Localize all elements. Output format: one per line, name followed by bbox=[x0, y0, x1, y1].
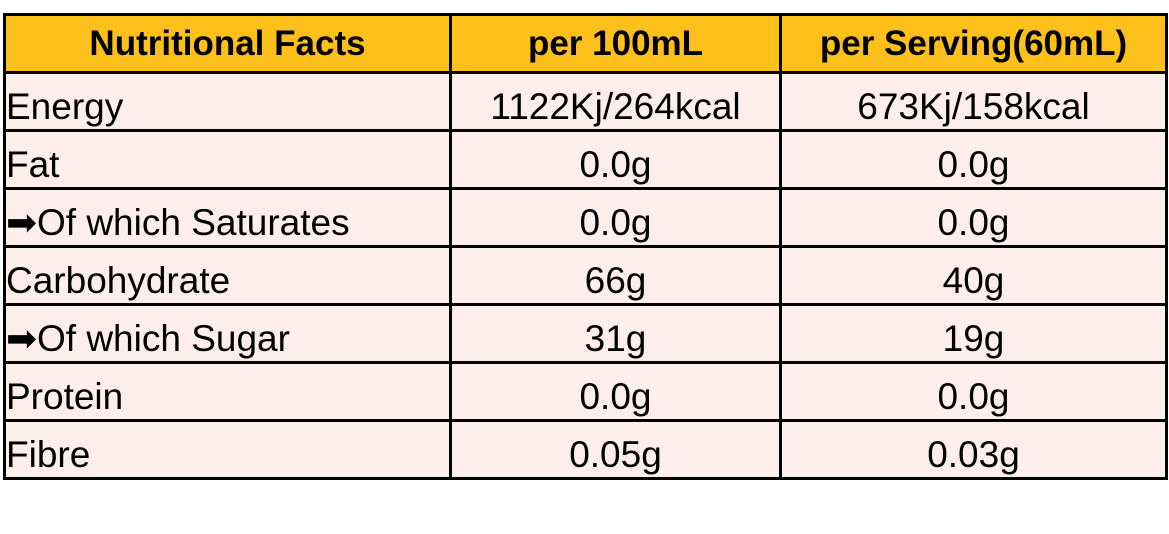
table-row: Energy 1122Kj/264kcal 673Kj/158kcal bbox=[3, 71, 1168, 132]
header-cell: per Serving(60mL) bbox=[779, 13, 1168, 74]
value-cell: 0.0g bbox=[779, 129, 1168, 190]
value-cell: 0.0g bbox=[449, 187, 782, 248]
value-cell: 0.0g bbox=[449, 361, 782, 422]
table-row: Carbohydrate 66g 40g bbox=[3, 245, 1168, 306]
table-row: ➡Of which Sugar 31g 19g bbox=[3, 303, 1168, 364]
value-cell: 1122Kj/264kcal bbox=[449, 71, 782, 132]
value-cell: 31g bbox=[449, 303, 782, 364]
table-row: Fibre 0.05g 0.03g bbox=[3, 419, 1168, 480]
row-label: Protein bbox=[3, 361, 452, 422]
value-cell: 19g bbox=[779, 303, 1168, 364]
value-cell: 0.05g bbox=[449, 419, 782, 480]
row-label: ➡Of which Sugar bbox=[3, 303, 452, 364]
header-cell: per 100mL bbox=[449, 13, 782, 74]
table-body: Energy 1122Kj/264kcal 673Kj/158kcal Fat 0.0g… bbox=[3, 71, 1168, 480]
value-cell: 66g bbox=[449, 245, 782, 306]
nutrition-table: Nutritional Facts per 100mL per Serving(60… bbox=[3, 13, 1168, 480]
value-cell: 0.03g bbox=[779, 419, 1168, 480]
value-cell: 673Kj/158kcal bbox=[779, 71, 1168, 132]
table-row: Fat 0.0g 0.0g bbox=[3, 129, 1168, 190]
row-label: Fat bbox=[3, 129, 452, 190]
table-row: Protein 0.0g 0.0g bbox=[3, 361, 1168, 422]
value-cell: 0.0g bbox=[779, 361, 1168, 422]
row-label: Carbohydrate bbox=[3, 245, 452, 306]
table-row: ➡Of which Saturates 0.0g 0.0g bbox=[3, 187, 1168, 248]
value-cell: 40g bbox=[779, 245, 1168, 306]
header-row: Nutritional Facts per 100mL per Serving(60… bbox=[3, 13, 1168, 74]
value-cell: 0.0g bbox=[779, 187, 1168, 248]
row-label: Energy bbox=[3, 71, 452, 132]
value-cell: 0.0g bbox=[449, 129, 782, 190]
row-label: Fibre bbox=[3, 419, 452, 480]
header-cell: Nutritional Facts bbox=[3, 13, 452, 74]
row-label: ➡Of which Saturates bbox=[3, 187, 452, 248]
